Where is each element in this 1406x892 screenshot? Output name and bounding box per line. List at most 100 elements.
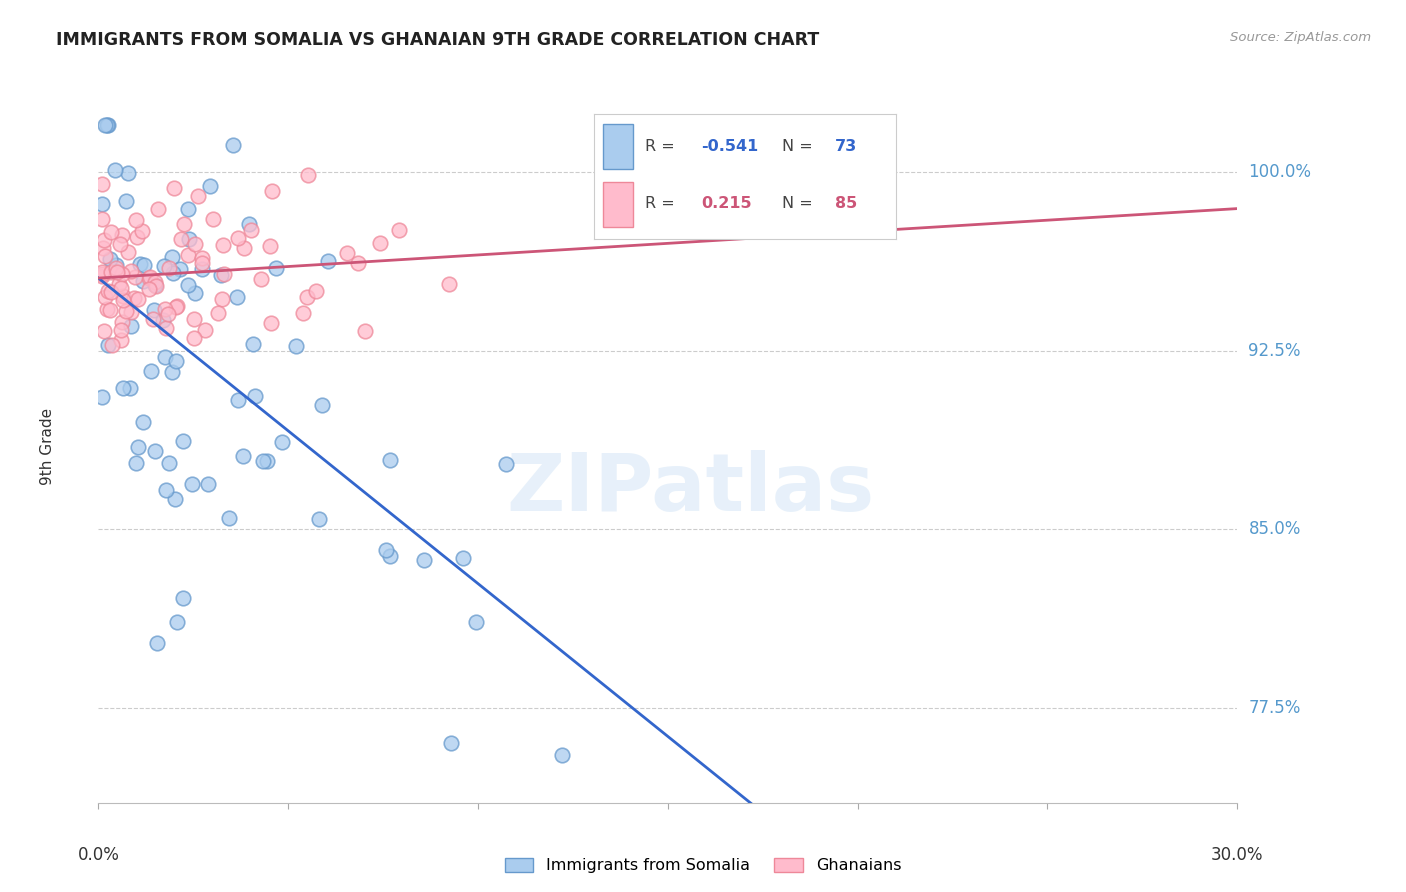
Point [143, 443, 166, 458]
Point [551, 748, 574, 763]
Point [101, 338, 124, 352]
Point [122, 291, 145, 305]
Point [176, 248, 198, 262]
Point [138, 270, 160, 285]
Point [120, 381, 142, 395]
Point [336, 245, 359, 260]
Point [440, 735, 463, 749]
Point [173, 217, 195, 231]
Point [191, 256, 214, 270]
Point [108, 277, 131, 291]
Point [465, 615, 488, 629]
Text: 9th Grade: 9th Grade [39, 408, 55, 484]
Point [134, 258, 156, 272]
Point [152, 312, 174, 326]
Point [132, 415, 155, 429]
Point [181, 477, 204, 491]
Point [91, 264, 114, 278]
Point [162, 267, 184, 281]
Point [228, 231, 250, 245]
Point [190, 261, 212, 276]
Point [177, 202, 200, 216]
Point [97, 284, 120, 298]
Point [111, 267, 134, 281]
Text: 92.5%: 92.5% [1249, 342, 1301, 359]
Point [165, 354, 187, 368]
Point [146, 202, 169, 217]
Point [152, 259, 174, 273]
Point [222, 137, 245, 152]
Point [155, 483, 177, 497]
Point [354, 324, 377, 338]
Point [291, 306, 314, 320]
Point [143, 277, 166, 292]
Point [111, 380, 134, 394]
Point [194, 323, 217, 337]
Point [260, 184, 283, 198]
Point [412, 553, 434, 567]
Point [93, 290, 115, 304]
Point [252, 453, 274, 467]
Point [380, 453, 402, 467]
Point [100, 285, 122, 300]
Point [111, 293, 134, 308]
Point [256, 454, 278, 468]
Point [451, 550, 474, 565]
Point [209, 268, 232, 283]
Point [191, 251, 214, 265]
Point [98, 252, 121, 266]
Point [143, 275, 166, 289]
Point [238, 217, 260, 231]
Point [110, 334, 132, 348]
Text: IMMIGRANTS FROM SOMALIA VS GHANAIAN 9TH GRADE CORRELATION CHART: IMMIGRANTS FROM SOMALIA VS GHANAIAN 9TH … [56, 31, 820, 49]
Point [316, 253, 339, 268]
Point [264, 261, 287, 276]
Point [295, 290, 318, 304]
Point [94, 249, 117, 263]
Point [183, 312, 205, 326]
Point [145, 635, 167, 649]
Point [96, 301, 118, 316]
Point [117, 245, 139, 260]
Point [110, 280, 132, 294]
Point [198, 178, 221, 193]
Point [91, 269, 114, 284]
Point [111, 227, 134, 242]
Point [91, 390, 114, 404]
Point [297, 169, 319, 183]
Point [124, 270, 146, 285]
Point [243, 389, 266, 403]
Point [197, 477, 219, 491]
Point [127, 230, 149, 244]
Point [117, 166, 139, 180]
Point [160, 250, 183, 264]
Point [155, 321, 177, 335]
Point [93, 233, 115, 247]
Text: ZIPatlas: ZIPatlas [506, 450, 875, 528]
Point [183, 331, 205, 345]
Point [305, 285, 328, 299]
Point [142, 312, 165, 326]
Point [202, 211, 225, 226]
Point [163, 492, 186, 507]
Point [271, 435, 294, 450]
Point [232, 450, 254, 464]
Point [112, 289, 135, 303]
Point [242, 337, 264, 351]
Point [207, 306, 229, 320]
Point [153, 350, 176, 364]
Point [105, 260, 128, 275]
Point [165, 300, 187, 314]
Point [170, 232, 193, 246]
Point [212, 238, 235, 252]
Point [127, 440, 149, 454]
Point [177, 277, 200, 292]
Point [93, 242, 115, 256]
Text: 85.0%: 85.0% [1249, 520, 1301, 538]
Point [260, 316, 283, 330]
Point [225, 290, 247, 304]
Text: 30.0%: 30.0% [1211, 846, 1264, 863]
Point [211, 292, 233, 306]
Point [104, 162, 127, 177]
Point [166, 615, 188, 629]
